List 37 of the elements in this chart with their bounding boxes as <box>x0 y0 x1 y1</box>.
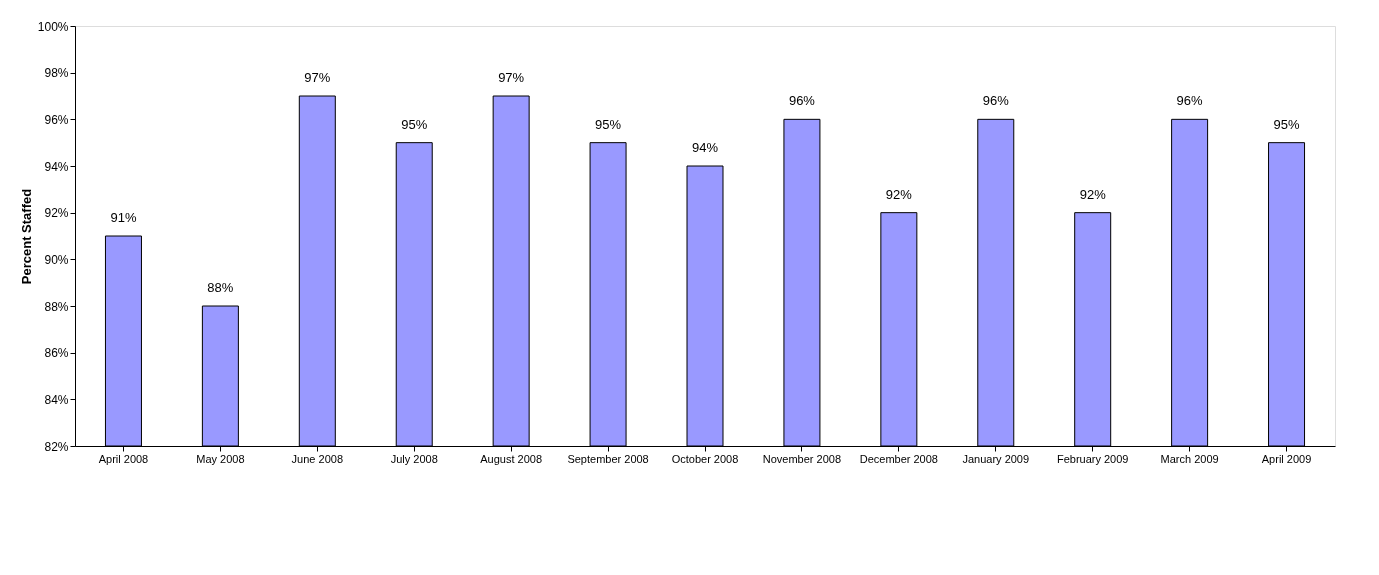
data-label: 96% <box>1176 93 1204 109</box>
data-label: 92% <box>1079 186 1107 202</box>
y-tick-label: 88% <box>44 299 69 314</box>
x-tick-label: November 2008 <box>762 452 842 465</box>
data-label: 96% <box>982 93 1010 109</box>
y-tick-label: 94% <box>44 159 69 174</box>
data-label: 91% <box>110 210 137 225</box>
y-tick-label: 92% <box>44 206 69 221</box>
y-tick-label: 86% <box>44 346 69 361</box>
x-tick-label: September 2008 <box>567 452 649 465</box>
y-tick-label: 84% <box>44 392 69 407</box>
data-label: 97% <box>498 70 525 85</box>
x-tick-label: June 2008 <box>291 452 343 465</box>
data-label: 95% <box>595 116 622 132</box>
data-label: 94% <box>691 140 719 155</box>
data-label: 92% <box>885 186 913 202</box>
x-tick-label: May 2008 <box>196 452 245 465</box>
data-label: 97% <box>304 70 331 85</box>
x-tick-label: December 2008 <box>859 452 938 465</box>
y-tick-label: 82% <box>44 439 69 454</box>
x-tick-label: October 2008 <box>671 452 739 465</box>
y-tick-label: 96% <box>44 112 69 127</box>
x-tick-label: January 2009 <box>962 452 1030 465</box>
x-tick-label: April 2008 <box>98 452 149 465</box>
x-tick-label: March 2009 <box>1160 452 1219 465</box>
x-tick-label: April 2009 <box>1261 452 1312 465</box>
y-tick-label: 90% <box>44 252 69 267</box>
data-label: 95% <box>1273 116 1300 132</box>
x-tick-label: July 2008 <box>390 452 438 465</box>
x-tick-label: August 2008 <box>480 452 543 465</box>
y-tick-label: 98% <box>44 66 69 81</box>
data-label: 96% <box>788 93 816 109</box>
data-label: 95% <box>401 116 428 132</box>
data-label: 88% <box>207 280 234 295</box>
x-tick-label: February 2009 <box>1056 452 1129 465</box>
y-axis-title: Percent Staffed <box>18 188 34 285</box>
y-tick-label: 100% <box>37 19 69 34</box>
